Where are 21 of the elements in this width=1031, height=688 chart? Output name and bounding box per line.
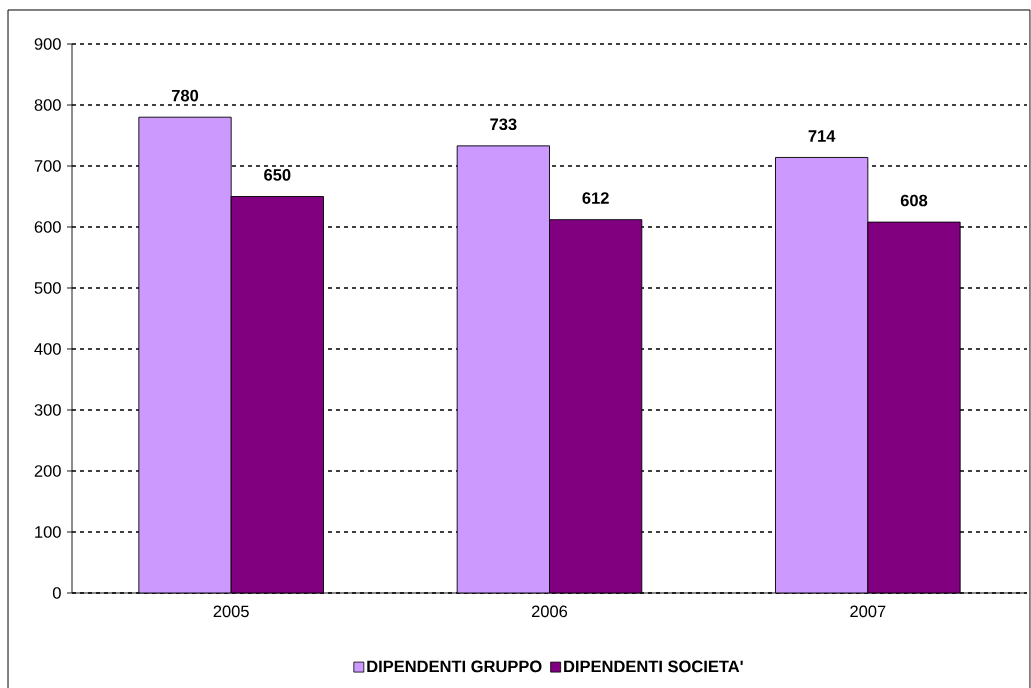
y-tick-label: 500: [34, 282, 61, 294]
x-tick-label: 2005: [213, 605, 249, 618]
y-tick-label: 200: [34, 465, 61, 477]
y-tick-label: 400: [34, 343, 61, 355]
legend-label: DIPENDENTI GRUPPO: [367, 660, 542, 673]
data-label: 780: [171, 89, 199, 102]
y-tick-label: 100: [35, 526, 61, 538]
data-label: 612: [582, 192, 609, 204]
x-tick-label: 2006: [531, 605, 568, 618]
data-label: 650: [264, 169, 291, 181]
y-tick-label: 300: [34, 404, 61, 416]
y-tick-label: 800: [34, 99, 61, 111]
data-label: 733: [490, 118, 517, 131]
y-tick-label: 900: [34, 38, 61, 50]
data-label: 608: [900, 194, 928, 207]
y-tick-label: 0: [52, 587, 61, 599]
y-tick-label: 700: [34, 160, 61, 172]
legend-label: DIPENDENTI SOCIETA': [564, 660, 743, 673]
x-tick-label: 2007: [850, 605, 886, 618]
data-label: 714: [808, 130, 836, 142]
y-tick-label: 600: [34, 221, 61, 233]
